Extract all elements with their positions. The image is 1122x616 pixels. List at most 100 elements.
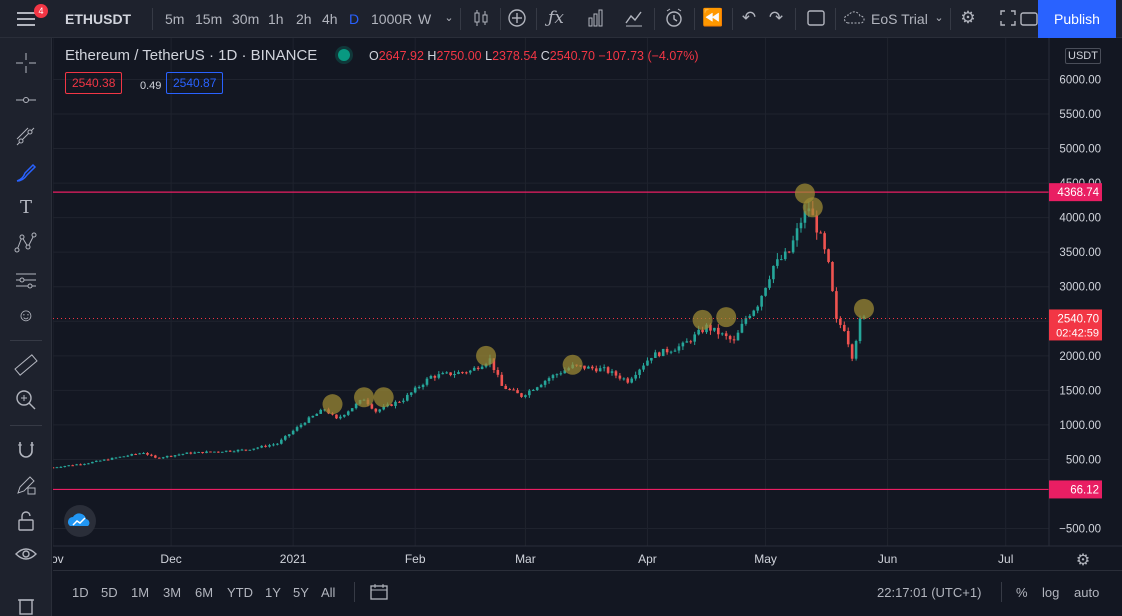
pattern-tool-icon[interactable] (13, 230, 39, 256)
fullscreen-icon[interactable] (997, 7, 1019, 29)
spread-value: 0.49 (140, 80, 162, 92)
low-label: L (485, 49, 493, 63)
price-axis-label: 5500.00 (1059, 109, 1101, 121)
crosshair-icon[interactable] (13, 50, 39, 76)
range-3m[interactable]: 3M (163, 585, 182, 600)
time-axis-label: May (754, 552, 777, 566)
replay-rewind-icon[interactable]: ⏪ (702, 8, 724, 27)
clock-timezone[interactable]: 22:17:01 (UTC+1) (877, 585, 982, 600)
layout-dropdown-chevron-icon[interactable]: ⌄ (934, 12, 944, 24)
candle-body (713, 327, 716, 331)
layout-select-icon[interactable] (805, 7, 827, 29)
tradingview-logo[interactable] (64, 505, 96, 537)
interval-1000r[interactable]: 1000R (371, 11, 413, 27)
candle-body (264, 445, 267, 447)
range-all[interactable]: All (321, 585, 336, 600)
marker-circle (373, 387, 394, 408)
market-status-dot[interactable] (338, 49, 350, 61)
zoom-in-icon[interactable] (13, 387, 39, 413)
snapshot-camera-icon[interactable] (1018, 7, 1040, 29)
financials-icon[interactable] (585, 7, 607, 29)
hide-drawings-eye-icon[interactable] (13, 541, 39, 567)
interval-15m[interactable]: 15m (195, 11, 223, 27)
range-1y[interactable]: 1Y (265, 585, 281, 600)
emoji-smile-icon[interactable]: ☺ (16, 305, 36, 325)
range-1d[interactable]: 1D (72, 585, 89, 600)
redo-icon[interactable]: ↷ (768, 8, 784, 27)
candle-body (854, 341, 858, 359)
candle-body (83, 463, 86, 465)
range-1m[interactable]: 1M (131, 585, 150, 600)
ruler-measure-icon[interactable] (13, 352, 39, 378)
sell-price-button[interactable]: 2540.38 (65, 72, 123, 94)
marker-circle (322, 394, 343, 415)
text-tool-icon[interactable]: T (19, 197, 32, 218)
scale-settings-gear-icon[interactable]: ⚙ (1076, 550, 1090, 569)
candle-body (791, 240, 795, 253)
indicators-fx-icon[interactable]: ƒx (548, 8, 564, 28)
remove-drawings-trash-icon[interactable] (13, 592, 39, 616)
publish-button[interactable]: Publish (1038, 0, 1116, 38)
candle-body (457, 372, 460, 375)
candle-body (492, 358, 496, 371)
candle-body (205, 451, 208, 454)
symbol-search-button[interactable]: ETHUSDT (65, 11, 132, 27)
interval-2h[interactable]: 2h (296, 11, 312, 27)
interval-4h[interactable]: 4h (322, 11, 338, 27)
undo-icon[interactable]: ↶ (741, 8, 757, 27)
prediction-tool-icon[interactable] (13, 267, 39, 293)
candle-body (220, 451, 224, 453)
candle-body (839, 318, 842, 325)
interval-30m[interactable]: 30m (232, 11, 260, 27)
candle-body (468, 370, 472, 373)
price-chart[interactable]: 6000.005500.005000.004500.004000.003500.… (53, 38, 1122, 570)
main-menu-button[interactable]: 4 (0, 0, 52, 38)
candle-body (378, 409, 382, 412)
brush-tool-icon[interactable] (13, 160, 39, 186)
goto-date-calendar-icon[interactable] (369, 582, 389, 605)
candle-body (476, 367, 480, 370)
range-ytd[interactable]: YTD (227, 585, 253, 600)
horizontal-line-tool-icon[interactable] (13, 87, 39, 113)
price-axis-label: 1500.00 (1059, 385, 1101, 397)
chart-legend-title[interactable]: Ethereum / TetherUS · 1D · BINANCE (65, 47, 318, 64)
candles-chart-type-icon[interactable] (470, 7, 492, 29)
interval-d[interactable]: D (349, 11, 360, 27)
candle-body (63, 466, 67, 468)
currency-badge[interactable]: USDT (1065, 48, 1101, 64)
candle-body (291, 430, 295, 435)
stay-in-drawing-mode-icon[interactable] (13, 472, 39, 498)
lock-drawings-icon[interactable] (13, 508, 39, 534)
interval-dropdown-chevron-icon[interactable]: ⌄ (444, 12, 454, 24)
range-6m[interactable]: 6M (195, 585, 214, 600)
candle-body (106, 459, 110, 461)
templates-icon[interactable] (623, 7, 645, 29)
alert-clock-icon[interactable] (663, 7, 685, 29)
ohlc-values: O2647.92 H2750.00 L2378.54 C2540.70 −107… (369, 49, 699, 63)
range-5y[interactable]: 5Y (293, 585, 309, 600)
eos-trial-label[interactable]: EoS Trial (871, 11, 928, 27)
candle-body (500, 374, 504, 386)
candle-body (55, 467, 59, 469)
candle-body (110, 457, 114, 460)
interval-w[interactable]: W (418, 11, 432, 27)
candle-body (736, 332, 740, 341)
interval-1h[interactable]: 1h (268, 11, 284, 27)
log-scale-toggle[interactable]: log (1042, 585, 1060, 600)
interval-5m[interactable]: 5m (165, 11, 185, 27)
candle-body (819, 232, 822, 234)
candle-body (102, 459, 106, 461)
magnet-icon[interactable] (13, 437, 39, 463)
settings-gear-icon[interactable]: ⚙ (960, 8, 976, 27)
candle-body (760, 295, 763, 307)
candle-body (555, 374, 559, 376)
range-5d[interactable]: 5D (101, 585, 118, 600)
auto-scale-toggle[interactable]: auto (1074, 585, 1100, 600)
percent-scale-toggle[interactable]: % (1016, 585, 1028, 600)
candle-body (339, 416, 342, 419)
compare-add-symbol-icon[interactable] (506, 7, 528, 29)
buy-price-button[interactable]: 2540.87 (166, 72, 224, 94)
candle-body (504, 385, 508, 389)
trend-line-tool-icon[interactable] (13, 124, 39, 150)
time-axis-label: Dec (160, 552, 181, 566)
